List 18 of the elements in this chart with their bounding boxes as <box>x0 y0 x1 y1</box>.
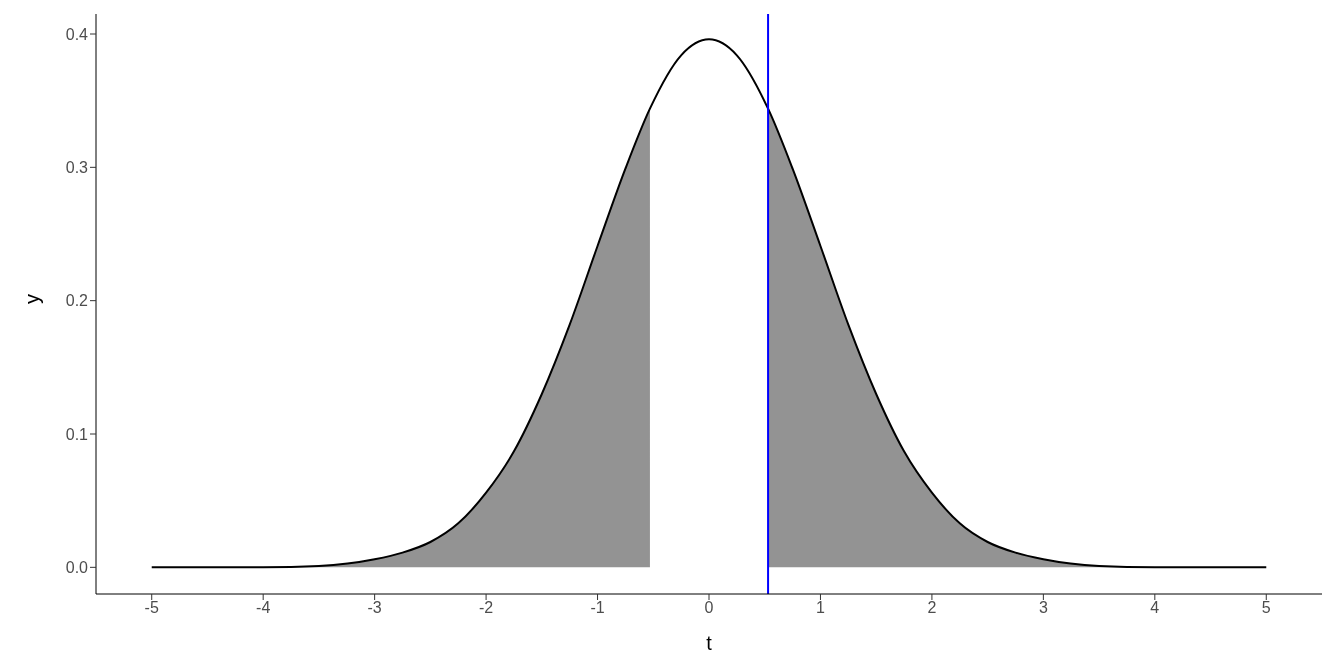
x-tick-label: 3 <box>1038 599 1048 617</box>
x-tick-label: 1 <box>816 599 825 617</box>
x-tick-label: 5 <box>1261 599 1271 617</box>
y-tick-label: 0.4 <box>65 25 89 43</box>
y-tick-label: 0.3 <box>65 159 89 177</box>
y-tick-label: 0.1 <box>65 425 89 443</box>
x-tick-label: -3 <box>367 599 382 617</box>
x-tick-label: -2 <box>478 599 494 617</box>
y-tick-label: 0.2 <box>65 292 89 310</box>
x-tick-label: 4 <box>1150 599 1160 617</box>
x-tick-label: -5 <box>144 599 159 617</box>
y-tick-label: 0.0 <box>65 559 89 577</box>
y-axis-title: y <box>21 294 44 304</box>
x-tick-label: 0 <box>704 599 714 617</box>
x-tick-label: 2 <box>927 599 937 617</box>
x-tick-label: -4 <box>256 599 271 617</box>
x-tick-label: -1 <box>590 599 605 617</box>
x-axis-title: t <box>706 632 713 654</box>
